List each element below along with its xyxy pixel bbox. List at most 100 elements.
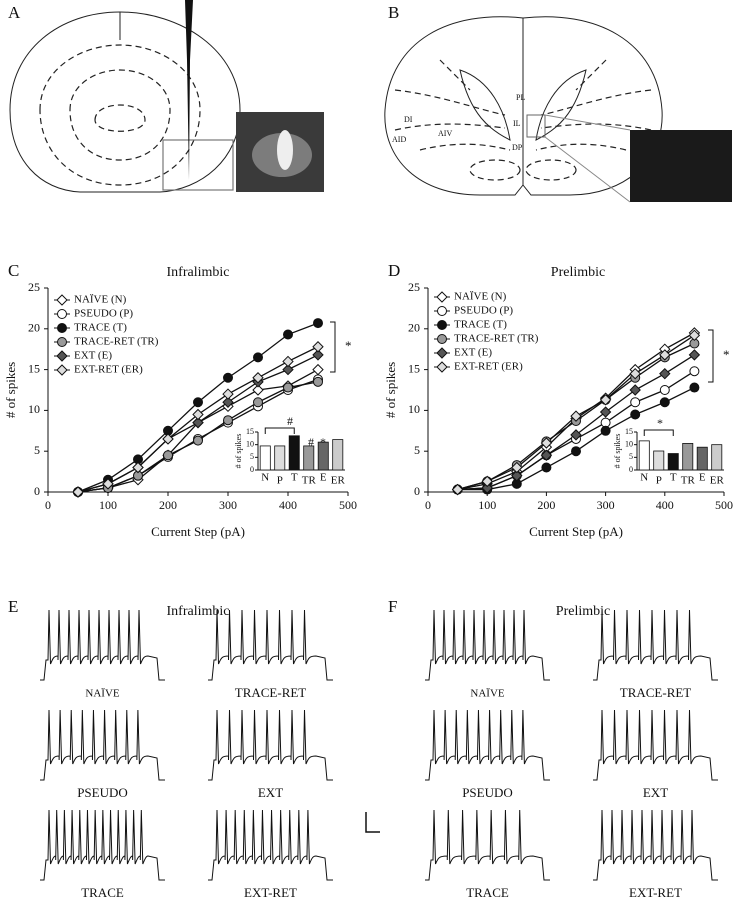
legend-marker [56, 350, 68, 362]
x-tick-label: 0 [425, 498, 431, 512]
y-tick-label: 5 [414, 443, 420, 457]
annotation: # [308, 435, 314, 449]
marker [481, 482, 493, 494]
scale-bar [365, 812, 380, 833]
marker [689, 382, 700, 393]
legend-label: PSEUDO (P) [74, 308, 133, 320]
marker [223, 415, 233, 426]
marker [282, 355, 294, 368]
marker [599, 406, 612, 418]
bar [303, 445, 315, 471]
legend-marker [436, 291, 448, 303]
x-axis-label: Current Step (pA) [529, 524, 623, 539]
bar [317, 441, 329, 471]
x-tick-label: N [640, 472, 648, 484]
x-tick-label: 400 [656, 498, 674, 512]
marker [162, 433, 174, 445]
marker [659, 385, 670, 395]
legend-marker [57, 309, 67, 319]
bracket [643, 429, 674, 436]
marker [313, 318, 323, 329]
trace-label: PSEUDO [462, 785, 513, 800]
legend-label: PSEUDO (P) [454, 305, 513, 317]
x-tick-label: 200 [537, 498, 555, 512]
trace [425, 709, 550, 781]
annotation: * [320, 435, 326, 449]
marker [282, 363, 294, 376]
annotation: * [345, 338, 352, 353]
y-tick-label: 0 [34, 484, 40, 498]
marker [511, 469, 523, 482]
trace-label: TRACE-RET [620, 685, 692, 700]
y-tick-label: 15 [246, 427, 254, 436]
region-label: IL [513, 119, 521, 128]
x-tick-label: 400 [279, 498, 297, 512]
trace [208, 809, 333, 881]
bar [332, 439, 344, 471]
x-tick-label: 300 [219, 498, 237, 512]
y-tick-label: 10 [408, 402, 420, 416]
chart-title: Prelimbic [551, 265, 605, 280]
y-tick-label: 0 [414, 484, 420, 498]
bar [274, 445, 286, 471]
marker [222, 388, 234, 400]
y-axis-label: # of spikes [3, 362, 18, 418]
marker [541, 462, 552, 473]
legend-label: TRACE-RET (TR) [454, 333, 539, 345]
marker [102, 478, 114, 490]
marker [312, 349, 324, 361]
trace-label: NAÏVE [85, 688, 119, 700]
region-label: AID [392, 135, 406, 144]
marker [252, 372, 264, 384]
y-axis-label: # of spikes [383, 362, 398, 418]
trace [425, 809, 550, 881]
marker [283, 382, 293, 393]
legend-label: EXT (E) [454, 347, 492, 359]
x-tick-label: 200 [159, 498, 177, 512]
trace-label: TRACE [81, 885, 124, 900]
x-tick-label: E [699, 472, 706, 484]
x-tick-label: N [261, 472, 269, 484]
marker [193, 397, 203, 408]
legend-label: NAÏVE (N) [74, 294, 127, 306]
panel-label: A [8, 3, 21, 22]
marker [629, 384, 641, 396]
y-tick-label: 5 [250, 452, 254, 461]
x-tick-label: P [277, 475, 283, 487]
bar [259, 445, 271, 471]
panel-label: D [388, 261, 400, 280]
trace [40, 609, 165, 681]
marker [571, 446, 581, 457]
marker [600, 425, 611, 436]
marker [688, 329, 701, 342]
legend-label: EXT-RET (ER) [454, 361, 523, 373]
trace [425, 609, 550, 681]
x-tick-label: P [656, 475, 662, 487]
x-tick-label: 300 [597, 498, 615, 512]
trace-label: EXT-RET [244, 885, 297, 900]
brain-section-b [384, 16, 732, 203]
trace-label: TRACE [466, 885, 509, 900]
marker [312, 363, 324, 376]
marker [253, 352, 263, 363]
legend-marker [436, 361, 448, 373]
legend-marker [57, 323, 67, 333]
marker [252, 384, 264, 396]
x-tick-label: TR [302, 475, 317, 487]
region-label: DI [404, 115, 413, 124]
bar [653, 450, 665, 471]
y-tick-label: 10 [625, 439, 633, 448]
trace [593, 809, 718, 881]
marker [599, 394, 612, 406]
region-label: AIV [438, 129, 452, 138]
marker [451, 483, 464, 496]
y-tick-label: 0 [250, 465, 254, 474]
trace-title: Infralimbic [167, 604, 230, 619]
panel-label: F [388, 597, 397, 616]
x-tick-label: 0 [45, 498, 51, 512]
bracket [708, 329, 714, 383]
marker [283, 329, 293, 340]
y-tick-label: 15 [408, 361, 420, 375]
legend-label: NAÏVE (N) [454, 291, 507, 303]
